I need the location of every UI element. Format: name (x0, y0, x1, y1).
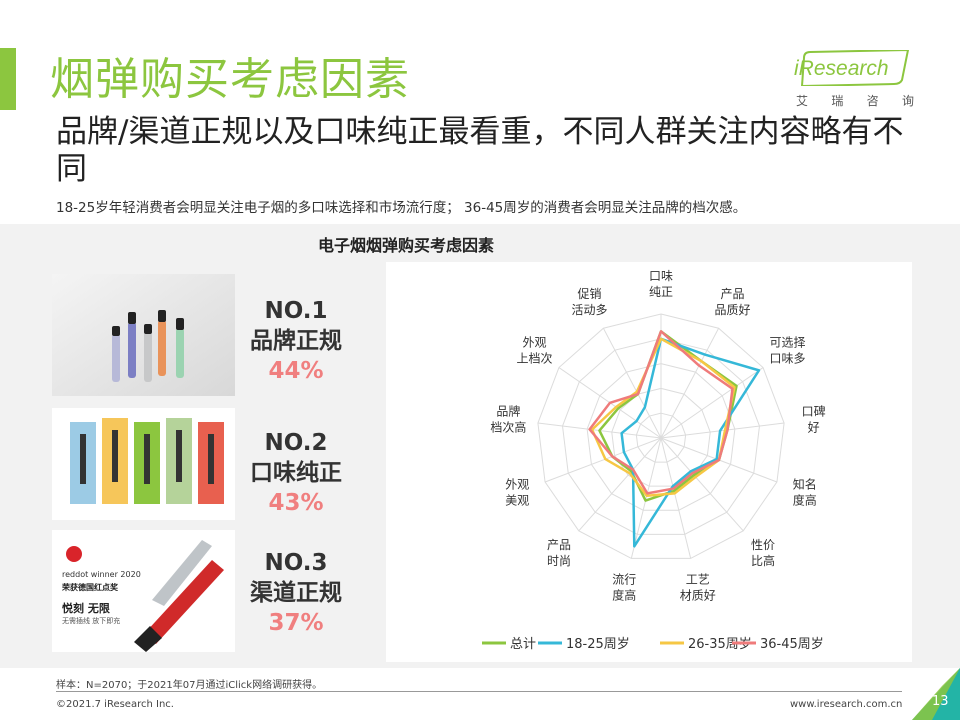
radar-axis-label: 档次高 (490, 419, 526, 434)
logo-cn-char: 咨 (866, 94, 879, 108)
radar-axis-label: 口碑 (802, 403, 826, 418)
radar-grid-ring (562, 338, 760, 535)
page-title: 烟弹购买考虑因素 (50, 54, 410, 105)
logo-cn-char: 艾 (796, 94, 809, 108)
radar-axis-label: 时尚 (547, 554, 571, 568)
radar-spoke (660, 327, 720, 439)
award-line1: reddot winner 2020 (62, 570, 141, 579)
radar-axis-label: 口味 (649, 269, 673, 283)
radar-axis-label: 活动多 (572, 303, 608, 317)
page-corner-shape (912, 668, 960, 720)
radar-axis-label: 产品 (720, 287, 744, 301)
logo-text: iResearch (794, 57, 889, 80)
radar-grid-ring (611, 387, 711, 487)
product-image-pods (52, 408, 235, 520)
rank-name: 渠道正规 (250, 580, 342, 606)
radar-axis-label: 外观 (522, 336, 546, 350)
award-line4: 无需插线 放下即充 (62, 617, 121, 625)
radar-axis-label: 上档次 (516, 352, 552, 366)
radar-axis-label: 美观 (505, 494, 529, 508)
radar-axis-label: 促销 (578, 287, 602, 301)
copyright: ©2021.7 iResearch Inc. (56, 699, 174, 710)
radar-axis-label: 工艺 (686, 572, 710, 586)
logo-cn-char: 询 (901, 94, 914, 108)
rank-percent: 44% (268, 358, 324, 384)
radar-spoke (660, 437, 744, 532)
legend-label: 26-35周岁 (688, 637, 752, 652)
rank-number: NO.3 (264, 550, 328, 576)
radar-spoke (660, 422, 785, 439)
radar-spoke (544, 437, 662, 483)
rank-name: 口味纯正 (250, 460, 342, 486)
award-line2: 荣获德国红点奖 (62, 583, 118, 592)
legend-label: 18-25周岁 (566, 637, 630, 652)
radar-axis-label: 品质好 (714, 303, 750, 317)
radar-axis-label: 度高 (612, 587, 636, 602)
award-line3: 悦刻 无限 (62, 602, 110, 615)
radar-spoke (630, 437, 662, 559)
radar-spoke (602, 327, 662, 439)
page-number: 13 (932, 694, 949, 709)
radar-spoke (660, 437, 692, 559)
rank-percent: 37% (268, 610, 324, 636)
page-subtitle: 品牌/渠道正规以及口味纯正最看重，不同人群关注内容略有不同 (56, 114, 904, 187)
radar-axis-label: 流行 (612, 572, 636, 586)
radar-series-line (620, 337, 761, 548)
logo-badge-shape (800, 50, 910, 86)
radar-series-line (588, 330, 734, 495)
radar-axis-label: 知名 (793, 477, 817, 492)
radar-axis-label: 产品 (547, 538, 571, 552)
radar-grid-ring (537, 313, 785, 559)
rank-3: NO.3 渠道正规 37% (240, 548, 352, 638)
product-image-devices (52, 274, 235, 396)
radar-axis-label: 可选择 (770, 336, 806, 350)
radar-axis-label: 性价 (751, 538, 775, 552)
chart-title: 电子烟烟弹购买考虑因素 (318, 236, 495, 255)
legend-label: 36-45周岁 (760, 637, 824, 652)
radar-svg: 口味纯正 产品品质好可选择口味多口碑好知名度高性价比高工艺材质好流行度高产品时尚外… (482, 269, 826, 652)
footer-divider (56, 691, 902, 692)
rank-1: NO.1 品牌正规 44% (240, 296, 352, 386)
product-image-award: reddot winner 2020 荣获德国红点奖 悦刻 无限 无需插线 放下… (52, 530, 235, 652)
radar-axis-label: 好 (808, 420, 820, 434)
radar-chart: 口味 纯正 产品 品质好 可选择 口味多 口碑好知名 度高 性价 比高 工艺 材质好 流行 度高 产品 时尚外… (386, 262, 912, 662)
radar-spoke (578, 437, 662, 532)
rank-2: NO.2 口味纯正 43% (240, 428, 352, 518)
radar-grid-ring (635, 412, 687, 463)
website-link[interactable]: www.iresearch.com.cn (790, 699, 903, 710)
rank-name: 品牌正规 (250, 328, 342, 354)
radar-axis-label: 度高 (793, 493, 817, 508)
radar-axis-label: 外观 (505, 478, 529, 492)
rank-percent: 43% (268, 490, 324, 516)
radar-axis-label: 比高 (751, 553, 775, 568)
radar-grid-ring (586, 363, 736, 511)
title-accent-bar (0, 48, 16, 110)
radar-axis-label: 品牌 (496, 404, 520, 418)
rank-number: NO.1 (264, 298, 328, 324)
legend-label: 总计 (510, 637, 536, 652)
radar-axis-label: 口味多 (770, 352, 806, 366)
rank-number: NO.2 (264, 430, 328, 456)
radar-axis-label: 材质好 (680, 588, 716, 602)
page-description: 18-25岁年轻消费者会明显关注电子烟的多口味选择和市场流行度； 36-45周岁… (56, 200, 747, 216)
radar-axis-label: 纯正 (649, 285, 673, 299)
radar-series-line (590, 337, 736, 498)
logo-cn-char: 瑞 (831, 94, 844, 108)
iresearch-logo: iResearch 艾 瑞 咨 询 (790, 50, 915, 110)
radar-spoke (660, 367, 764, 439)
sample-note: 样本：N=2070；于2021年07月通过iClick网络调研获得。 (56, 680, 323, 691)
